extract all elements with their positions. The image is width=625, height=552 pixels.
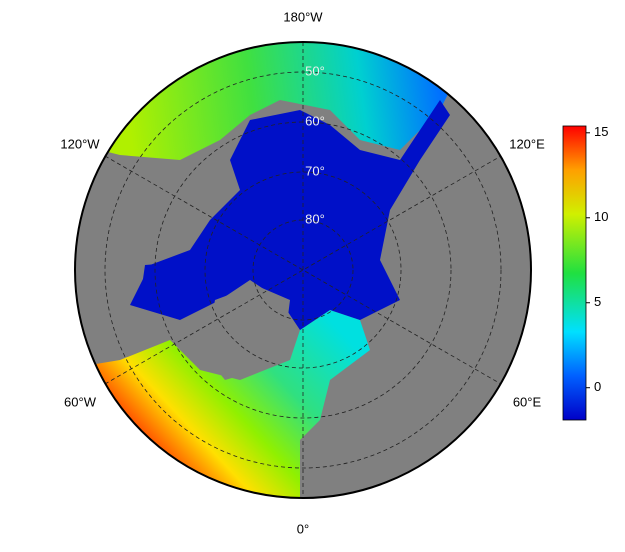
graticule [104,42,502,498]
colorbar [562,125,587,421]
colorbar-tick-label: 15 [594,124,608,139]
colorbar-ticks: 0 5 10 15 [586,124,608,394]
latitude-label: 50° [305,63,325,78]
longitude-label: 120°E [509,136,545,151]
colorbar-tick-label: 0 [594,379,601,394]
latitude-label: 80° [305,211,325,226]
longitude-label: 180°W [283,9,323,24]
map-border [74,41,532,499]
greenland [205,285,290,380]
longitude-label: 60°W [64,394,97,409]
longitude-label: 120°W [60,136,100,151]
colorbar-tick-label: 5 [594,294,601,309]
colorbar-tick-label: 10 [594,209,608,224]
latitude-label: 60° [305,113,325,128]
arctic-ocean [130,100,450,330]
longitude-label: 0° [297,521,309,536]
map-area [75,42,531,498]
longitude-label: 60°E [513,394,542,409]
latitude-label: 70° [305,163,325,178]
hudson-bay [140,262,190,305]
